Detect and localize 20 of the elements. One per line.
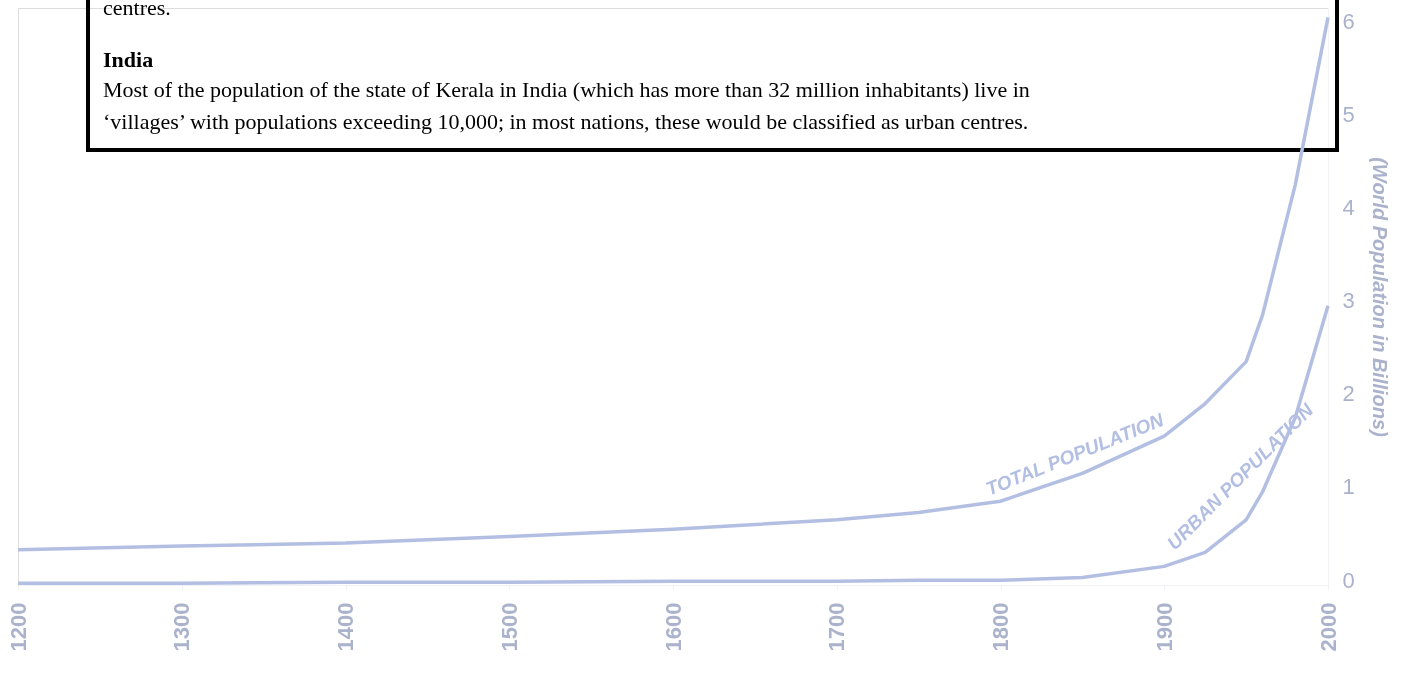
x-tick-label: 2000 [1315, 602, 1341, 652]
y-tick-label: 5 [1342, 102, 1355, 128]
annotation: India [103, 47, 154, 72]
annotation: Most of the population of the state of Kerala in India (which has more than 32 million inhabitants) live in ‘villages’ with populations exceeding 10,000; in most nations, these would be classified as urban centres. [103, 77, 1030, 134]
x-tick-label: 1600 [660, 602, 686, 652]
x-tick-label: 1800 [988, 602, 1013, 652]
x-tick-label: 1700 [824, 602, 850, 652]
x-tick-label: 1300 [169, 602, 195, 652]
y-tick-label: 6 [1342, 9, 1355, 35]
x-tick-label: 1200 [5, 602, 31, 652]
y-tick-label: 0 [1342, 567, 1355, 593]
y-tick-label: 2 [1342, 381, 1355, 407]
x-tick-label: 1500 [496, 602, 522, 652]
y-tick-label: 1 [1342, 474, 1355, 500]
y-tick-label: 4 [1342, 195, 1355, 221]
x-tick-label: 1900 [1151, 602, 1177, 652]
x-tick-label: 1400 [333, 602, 358, 652]
y-tick-label: 3 [1342, 288, 1355, 314]
annotation: centres. [103, 0, 171, 20]
y-axis-title: (World Population in Billions) [1368, 157, 1391, 438]
